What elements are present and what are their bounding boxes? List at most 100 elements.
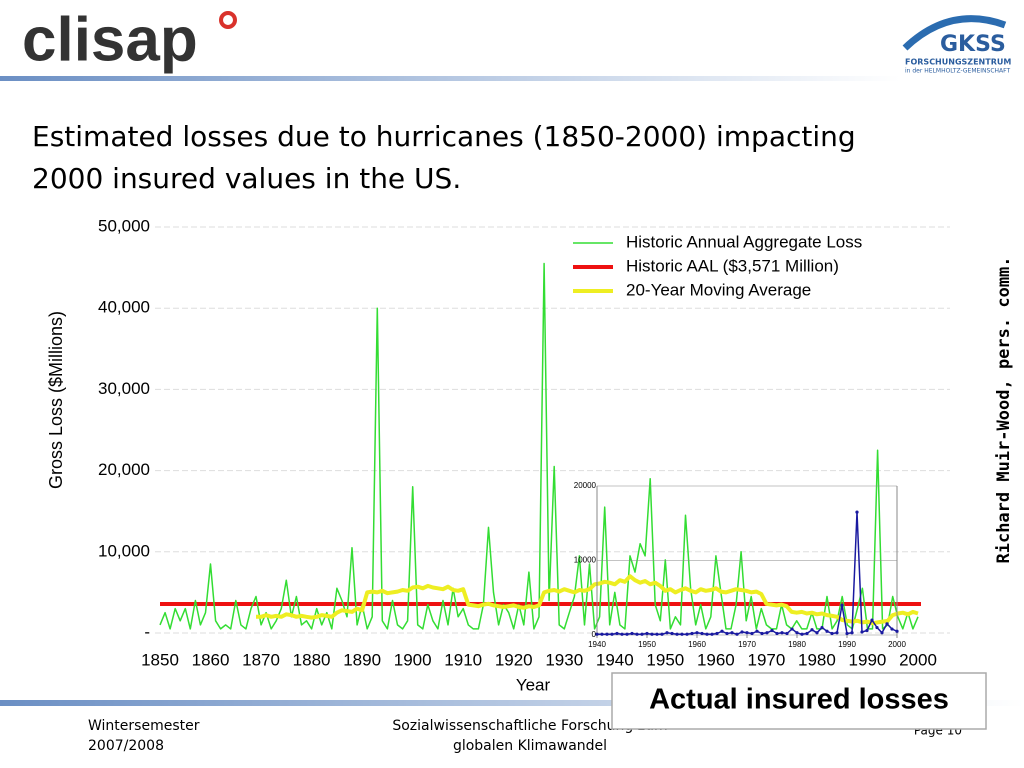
- point: [770, 628, 774, 633]
- point: [850, 631, 854, 635]
- point: [785, 631, 789, 636]
- point: [875, 625, 879, 630]
- point: [650, 632, 654, 636]
- y-tick-label: 0: [592, 630, 597, 639]
- point: [665, 631, 669, 635]
- x-tick-label: 1950: [638, 640, 656, 649]
- point: [670, 631, 674, 636]
- partner-line: in der HELMHOLTZ-GEMEINSCHAFT: [905, 68, 1011, 75]
- y-tick-label: 50,000: [98, 216, 150, 235]
- point: [730, 631, 734, 635]
- point: [835, 631, 839, 635]
- point: [630, 631, 634, 636]
- point: [640, 632, 644, 636]
- logo: clisap: [22, 5, 198, 74]
- x-tick-label: 1860: [192, 650, 230, 669]
- point: [750, 631, 754, 636]
- point: [805, 631, 809, 636]
- point: [815, 631, 819, 635]
- point: [885, 622, 889, 626]
- x-axis-label: Year: [516, 675, 551, 694]
- point: [830, 631, 834, 636]
- x-tick-label: 1960: [688, 640, 706, 649]
- legend-label: 20-Year Moving Average: [626, 280, 811, 299]
- x-tick-label: 1920: [495, 650, 533, 669]
- partner-arc: [902, 15, 1007, 51]
- footer-bar: [0, 700, 1024, 706]
- point: [840, 603, 844, 607]
- point: [700, 631, 704, 636]
- footer-text: globalen Klimawandel: [453, 738, 607, 754]
- point: [860, 630, 864, 634]
- logo-dot: [219, 11, 237, 29]
- x-tick-label: 1900: [394, 650, 432, 669]
- point: [745, 631, 749, 635]
- x-tick-label: 1930: [545, 650, 583, 669]
- partner-line: FORSCHUNGSZENTRUM: [905, 58, 1011, 67]
- point: [735, 632, 739, 636]
- point: [775, 631, 779, 636]
- y-tick-label: 40,000: [98, 298, 150, 317]
- point: [690, 631, 694, 636]
- point: [765, 631, 769, 635]
- annotation-box: [611, 672, 987, 730]
- point: [620, 632, 624, 636]
- point: [610, 632, 614, 636]
- x-tick-label: 1980: [788, 640, 806, 649]
- y-tick-label: -: [144, 622, 150, 641]
- point: [725, 631, 729, 636]
- point: [710, 632, 714, 636]
- x-tick-label: 1870: [242, 650, 280, 669]
- point: [705, 632, 709, 636]
- x-tick-label: 1960: [697, 650, 735, 669]
- header-bar: [0, 76, 900, 81]
- point: [825, 629, 829, 633]
- y-axis-label: Gross Loss ($Millions): [46, 311, 66, 489]
- source: Richard Muir-Wood, pers. comm.: [994, 256, 1014, 563]
- y-tick-label: 20,000: [98, 460, 150, 479]
- point: [720, 629, 724, 633]
- x-tick-label: 1940: [588, 640, 606, 649]
- title-line: Estimated losses due to hurricanes (1850…: [32, 120, 856, 153]
- legend-label: Historic Annual Aggregate Loss: [626, 232, 862, 251]
- x-tick-label: 1940: [596, 650, 634, 669]
- legend-label: Historic AAL ($3,571 Million): [626, 256, 839, 275]
- point: [845, 631, 849, 636]
- x-tick-label: 1990: [849, 650, 887, 669]
- x-tick-label: 1990: [838, 640, 856, 649]
- point: [645, 631, 649, 636]
- point: [740, 630, 744, 634]
- point: [810, 628, 814, 632]
- x-tick-label: 1890: [343, 650, 381, 669]
- point: [615, 631, 619, 636]
- footer-text: Wintersemester: [88, 718, 200, 734]
- point: [605, 632, 609, 636]
- y-tick-label: 10000: [574, 556, 597, 565]
- x-tick-label: 1850: [141, 650, 179, 669]
- point: [675, 632, 679, 636]
- point: [600, 632, 604, 636]
- point: [760, 631, 764, 636]
- series-line: [159, 262, 919, 630]
- title-line: 2000 insured values in the US.: [32, 162, 461, 195]
- point: [655, 632, 659, 636]
- x-tick-label: 1910: [444, 650, 482, 669]
- point: [800, 632, 804, 636]
- y-tick-label: 10,000: [98, 541, 150, 560]
- point: [625, 632, 629, 636]
- footer-text: Sozialwissenschaftliche Forschung zum: [392, 718, 667, 734]
- x-tick-label: 1970: [738, 640, 756, 649]
- point: [695, 631, 699, 635]
- point: [895, 629, 899, 633]
- series-line: [256, 574, 919, 626]
- point: [870, 618, 874, 622]
- x-tick-label: 2000: [888, 640, 906, 649]
- point: [795, 631, 799, 635]
- point: [790, 627, 794, 631]
- point: [855, 510, 859, 514]
- x-tick-label: 2000: [899, 650, 937, 669]
- footer-text: 2007/2008: [88, 738, 164, 754]
- point: [660, 632, 664, 636]
- point: [685, 632, 689, 636]
